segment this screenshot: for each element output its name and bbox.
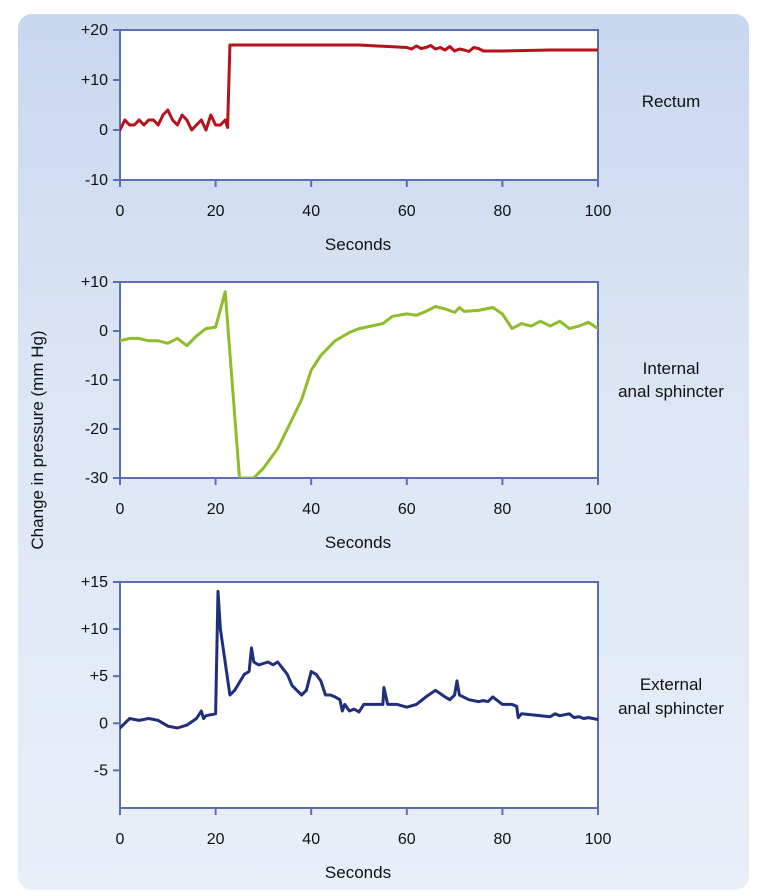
internal-sphincter-series-label: anal sphincter [618,382,724,401]
external-sphincter-xtick-label: 60 [398,831,416,848]
rectum-xtick-label: 100 [585,203,612,220]
internal-sphincter-ytick-label: +10 [81,274,108,291]
internal-sphincter-xtick-label: 40 [302,501,320,518]
external-sphincter-ytick-label: +10 [81,621,108,638]
external-sphincter-plot-area [119,581,599,809]
internal-sphincter-xtick-label: 0 [116,501,125,518]
internal-sphincter-ytick-label: -30 [85,470,108,487]
rectum-ytick-label: +20 [81,22,108,39]
internal-sphincter-xtick-label: 20 [207,501,225,518]
internal-sphincter-ytick-label: -20 [85,421,108,438]
internal-sphincter-x-axis-title: Seconds [325,533,391,552]
external-sphincter-chart: +15 +10 +5 0 -5 0 20 40 60 80 100 Seconds External an… [81,574,724,882]
external-sphincter-xtick-label: 20 [207,831,225,848]
external-sphincter-xtick-label: 80 [494,831,512,848]
external-sphincter-series-label: External [640,675,702,694]
shared-y-axis-label: Change in pressure (mm Hg) [28,330,47,549]
rectum-plot-area [119,29,599,181]
external-sphincter-series-line [120,589,598,730]
external-sphincter-ytick-label: +15 [81,574,108,591]
rectum-xtick-label: 80 [494,203,512,220]
external-sphincter-ytick-label: -5 [94,762,108,779]
rectum-ytick-label: +10 [81,72,108,89]
internal-sphincter-chart: +10 0 -10 -20 -30 0 20 40 60 80 100 Seconds Internal… [81,274,724,552]
internal-sphincter-xtick-label: 100 [585,501,612,518]
external-sphincter-xtick-label: 100 [585,831,612,848]
rectum-xtick-label: 40 [302,203,320,220]
internal-sphincter-series-line [120,290,598,478]
external-sphincter-x-axis-title: Seconds [325,863,391,882]
internal-sphincter-ytick-label: 0 [99,323,108,340]
rectum-xtick-label: 0 [116,203,125,220]
internal-sphincter-ytick-label: -10 [85,372,108,389]
rectum-chart: +20 +10 0 -10 0 20 40 60 80 100 Seconds Rectum [81,22,700,254]
rectum-ytick-label: 0 [99,122,108,139]
internal-sphincter-xtick-label: 60 [398,501,416,518]
rectum-ytick-label: -10 [85,172,108,189]
external-sphincter-series-label: anal sphincter [618,699,724,718]
rectum-xtick-label: 60 [398,203,416,220]
internal-sphincter-plot-area [119,281,599,479]
internal-sphincter-xtick-label: 80 [494,501,512,518]
rectum-series-line [120,43,598,132]
external-sphincter-xtick-label: 40 [302,831,320,848]
rectum-xtick-label: 20 [207,203,225,220]
external-sphincter-xtick-label: 0 [116,831,125,848]
rectum-x-axis-title: Seconds [325,235,391,254]
external-sphincter-ytick-label: 0 [99,715,108,732]
rectum-series-label: Rectum [642,92,701,111]
internal-sphincter-series-label: Internal [643,359,700,378]
external-sphincter-ytick-label: +5 [90,668,108,685]
